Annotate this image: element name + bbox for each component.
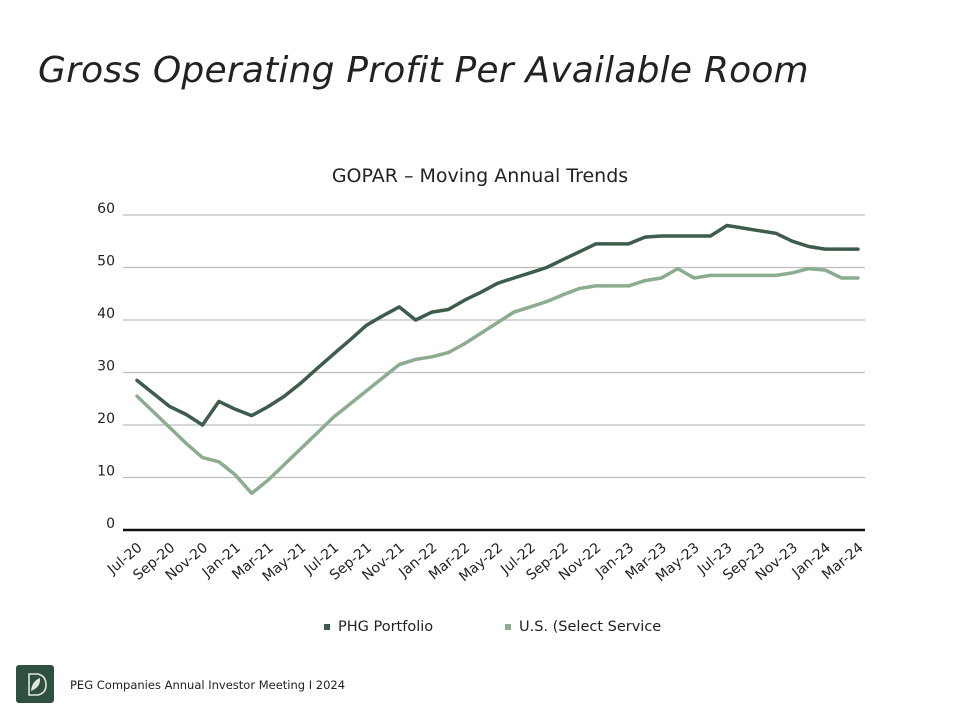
y-tick-label: 20 xyxy=(97,411,115,427)
y-tick-label: 10 xyxy=(97,464,115,480)
y-tick-label: 40 xyxy=(97,306,115,322)
legend-swatch xyxy=(324,624,330,630)
leaf-logo-icon xyxy=(16,665,54,703)
legend-swatch xyxy=(505,624,511,630)
legend-label: U.S. (Select Service xyxy=(519,619,661,635)
y-tick-label: 50 xyxy=(97,254,115,270)
footer-text: PEG Companies Annual Investor Meeting I … xyxy=(70,678,346,692)
y-tick-label: 60 xyxy=(97,201,115,217)
legend-label: PHG Portfolio xyxy=(338,619,433,635)
chart-title: GOPAR – Moving Annual Trends xyxy=(332,165,628,187)
slide-title: Gross Operating Profit Per Available Roo… xyxy=(38,50,809,91)
series-line-2 xyxy=(135,266,860,496)
series-line-1 xyxy=(135,223,860,427)
y-tick-label: 30 xyxy=(97,359,115,375)
y-tick-label: 0 xyxy=(106,516,115,532)
